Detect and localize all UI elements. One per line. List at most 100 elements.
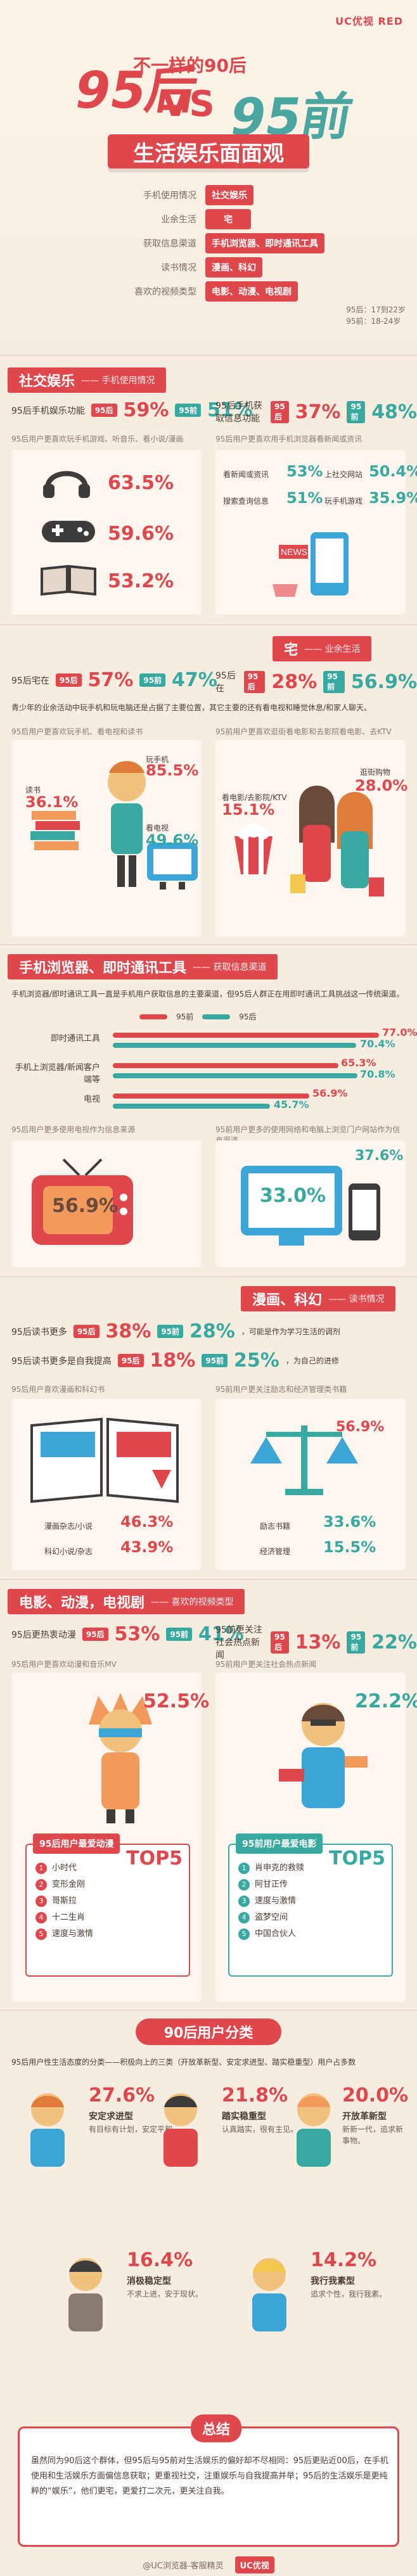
- s1-left-value: 53.2%: [108, 570, 174, 592]
- value: 48%: [371, 400, 417, 423]
- hero-age-note: 95后：17到22岁 95前：18-24岁: [346, 304, 406, 327]
- s4-line-post: ，为自己的进修: [285, 1356, 339, 1365]
- s4-line-pre: 95后读书更多是自我提高: [11, 1356, 112, 1367]
- top5-item-label: 肖申克的救赎: [255, 1863, 305, 1873]
- s2-right-label: 看电影/去影院/KTV: [222, 793, 287, 802]
- s4-right-value: 15.5%: [323, 1538, 376, 1556]
- bar-label: 即时通讯工具: [50, 1034, 100, 1043]
- section-subtitle: —— 读书情况: [328, 1294, 385, 1304]
- s1-left-note: 95后用户更喜欢玩手机游戏、听音乐、看小说/漫画: [11, 435, 184, 443]
- s4-right-label: 励志书籍: [260, 1522, 291, 1531]
- book-stack-icon: [25, 798, 89, 858]
- legend-swatch-red: [139, 1014, 167, 1019]
- pill-95-after: 95后: [82, 1628, 108, 1641]
- s1-right-value: 35.9%: [369, 489, 417, 507]
- bar-value: 65.3%: [341, 1057, 376, 1069]
- top5-item: 3 速度与激情: [238, 1893, 304, 1910]
- value: 41%: [198, 1623, 244, 1645]
- persona-percent: 20.0%: [342, 2084, 409, 2107]
- bar-value: 70.8%: [360, 1068, 395, 1080]
- s4-line-1: 95后读书更多 95后 38% 95前 28% ，可能是作为学习生活的调剂: [11, 1320, 340, 1342]
- s4-left-label: 漫画杂志/小说: [44, 1522, 93, 1531]
- s2-left-value: 85.5%: [146, 762, 199, 779]
- s5-line-right: 95前更关注社会热点新闻 95后 13% 95前 22%: [215, 1623, 417, 1661]
- legend-label: 95前: [176, 1012, 194, 1021]
- section-header-channels: 手机浏览器、即时通讯工具 —— 获取信息渠道: [8, 954, 278, 979]
- toc-row-2: 业余生活 宅: [89, 209, 251, 229]
- value: 18%: [150, 1349, 196, 1372]
- pill-95-after: 95后: [91, 404, 117, 417]
- s2-line-left: 95后宅在 95后 57% 95前 47%: [11, 669, 217, 691]
- s4-line-pre: 95后读书更多: [11, 1327, 67, 1337]
- toc-label: 喜欢的视频类型: [134, 287, 196, 297]
- top5-movie-box: 95前用户最爱电影 TOP5 1 肖申克的救赎 2 阿甘正传 3 速度与激情 4 盗梦空…: [228, 1833, 393, 1977]
- section-subtitle: —— 业余生活: [304, 644, 361, 654]
- s3-left-note: 95后用户更多使用电视作为信息来源: [11, 1125, 136, 1134]
- section-title: 社交娱乐: [19, 374, 75, 390]
- s3-tv-value: 56.9%: [52, 1195, 119, 1217]
- persona-card: 14.2% 我行我素型 追求个性，我行我素。: [234, 2249, 417, 2338]
- hero-vs: VS: [162, 84, 215, 125]
- persona-percent: 16.4%: [127, 2249, 193, 2271]
- section-subtitle: —— 喜欢的视频类型: [151, 1597, 234, 1607]
- toc-label: 读书情况: [161, 263, 196, 273]
- persona-desc: 认真踏实，很有主见。: [222, 2125, 298, 2134]
- toc-label: 业余生活: [161, 215, 196, 225]
- section-header-home: 宅 —— 业余生活: [273, 636, 372, 661]
- persona-card: 27.6% 安定求进型 有目标有计划，安定平和。: [13, 2084, 203, 2173]
- person-icon: [279, 2084, 349, 2176]
- rank-4: 4: [35, 1912, 47, 1923]
- s1-line-right: 95后手机获取信息功能 95后 37% 95前 48%: [215, 399, 417, 424]
- headphones-icon: [38, 462, 95, 503]
- rank-3: 3: [238, 1896, 250, 1907]
- persona-title: 开放革新型: [342, 2112, 387, 2122]
- anime-character-icon: [76, 1687, 165, 1828]
- toc-pill: 手机浏览器、即时通讯工具: [205, 233, 324, 253]
- s1-line-left-pre: 95后手机娱乐功能: [11, 405, 85, 416]
- persona-card: 21.8% 踏实稳重型 认真踏实，很有主见。: [146, 2084, 336, 2173]
- section-header-video: 电影、动漫，电视剧 —— 喜欢的视频类型: [8, 1589, 245, 1614]
- persona-percent: 21.8%: [222, 2084, 288, 2107]
- persona-title: 安定求进型: [89, 2112, 133, 2122]
- section-title: 电影、动漫，电视剧: [19, 1595, 145, 1611]
- s4-left-value: 43.9%: [120, 1538, 174, 1556]
- persona-title: 踏实稳重型: [222, 2112, 266, 2122]
- s5-left-note: 95后用户更喜欢动漫和音乐MV: [11, 1660, 117, 1669]
- s4-left-label: 科幻小说/杂志: [44, 1547, 93, 1556]
- bar-95-before: [113, 1063, 338, 1068]
- rank-3: 3: [35, 1896, 47, 1907]
- value: 22%: [371, 1631, 417, 1654]
- divider: [0, 355, 417, 356]
- toc-pill: 电影、动漫、电视剧: [205, 281, 298, 302]
- top5-list: 1 肖申克的救赎 2 阿甘正传 3 速度与激情 4 盗梦空间 5 中国合伙人: [238, 1860, 304, 1942]
- s1-right-label: 搜索查询信息: [223, 497, 269, 506]
- s1-right-label: 玩手机游戏: [324, 497, 363, 506]
- s5-line-left-pre: 95后更热衷动漫: [11, 1629, 76, 1640]
- value: 25%: [234, 1349, 279, 1372]
- bar-95-before: [113, 1033, 379, 1038]
- person-icon: [51, 2249, 120, 2340]
- rank-2: 2: [35, 1879, 47, 1891]
- section-title: 手机浏览器、即时通讯工具: [19, 960, 187, 976]
- scale-icon: [241, 1419, 368, 1504]
- bar-95-after: [113, 1043, 356, 1048]
- toc-pill: 宅: [205, 209, 251, 229]
- top5-item: 2 阿甘正传: [238, 1877, 304, 1893]
- pill-95-after: 95后: [73, 1325, 99, 1338]
- footer-left: @UC浏览器-客服精灵: [143, 2561, 224, 2571]
- persona-percent: 27.6%: [89, 2084, 155, 2107]
- top5-item-label: 中国合伙人: [255, 1929, 297, 1939]
- s4-line-post: ，可能是作为学习生活的调剂: [241, 1327, 340, 1336]
- s5-left-value: 52.5%: [143, 1690, 210, 1712]
- news-reader-icon: [273, 1687, 374, 1828]
- monitor-phone-icon: [234, 1159, 387, 1257]
- pill-95-before: 95前: [347, 400, 366, 423]
- s4-left-note: 95后用户喜欢漫画和科幻书: [11, 1385, 105, 1394]
- value: 38%: [105, 1320, 151, 1342]
- toc-label: 获取信息渠道: [143, 239, 196, 249]
- value: 28%: [189, 1320, 235, 1342]
- value: 51%: [207, 399, 253, 421]
- bar-value: 77.0%: [382, 1026, 417, 1038]
- value: 47%: [172, 669, 217, 691]
- pill-95-after: 95后: [270, 400, 289, 423]
